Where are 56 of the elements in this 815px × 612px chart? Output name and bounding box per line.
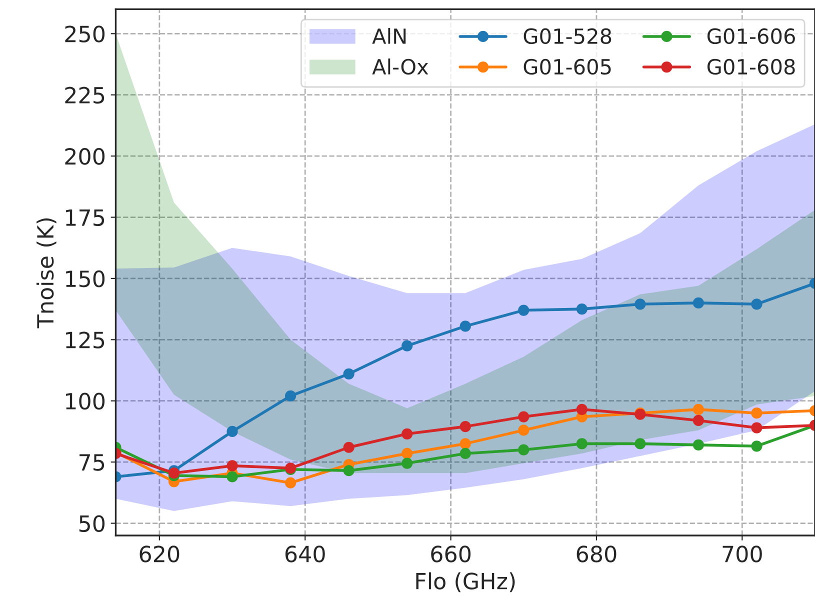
- point: [576, 404, 588, 415]
- point: [460, 448, 471, 460]
- point: [402, 340, 413, 352]
- point: [692, 414, 704, 426]
- point: [343, 442, 354, 453]
- point: [692, 297, 704, 308]
- legend-label: G01-605: [524, 58, 611, 75]
- point: [751, 298, 762, 310]
- point: [518, 411, 530, 422]
- y-tick-label: 50: [79, 515, 105, 532]
- point: [692, 404, 704, 415]
- legend-label: G01-608: [707, 58, 795, 75]
- x-tick-label: 620: [140, 546, 180, 562]
- point: [284, 477, 296, 488]
- x-axis-title: Flo (GHz): [416, 572, 515, 592]
- x-tick-label: 640: [285, 546, 325, 562]
- point: [226, 460, 238, 472]
- x-tick-label: 660: [431, 546, 471, 562]
- point: [226, 471, 238, 482]
- point: [343, 465, 354, 476]
- point: [518, 444, 530, 456]
- x-tick-label: 700: [722, 546, 762, 562]
- point: [402, 448, 413, 460]
- point: [168, 468, 180, 479]
- point: [634, 298, 646, 310]
- point: [692, 439, 704, 450]
- point: [751, 440, 762, 452]
- point: [751, 422, 762, 434]
- legend-label: AlN: [372, 28, 406, 44]
- y-axis-title: Tnoise (K): [36, 218, 56, 328]
- y-tick-label: 225: [65, 86, 104, 104]
- point: [402, 428, 413, 440]
- y-tick-label: 100: [66, 392, 105, 410]
- y-tick-label: 150: [66, 270, 105, 288]
- y-tick-label: 75: [80, 454, 104, 471]
- point: [634, 438, 646, 450]
- legend-label: Al-Ox: [372, 58, 428, 75]
- point: [518, 304, 530, 316]
- legend-label: G01-606: [707, 28, 795, 44]
- y-tick-label: 125: [66, 332, 104, 348]
- point: [576, 438, 588, 450]
- point: [284, 390, 296, 402]
- point: [402, 458, 413, 469]
- legend-label: G01-528: [524, 28, 612, 44]
- y-tick-label: 175: [66, 210, 104, 226]
- x-tick-label: 680: [576, 546, 616, 562]
- point: [226, 426, 238, 438]
- y-tick-label: 250: [65, 26, 105, 42]
- point: [343, 368, 354, 380]
- point: [518, 424, 530, 436]
- point: [460, 438, 471, 450]
- point: [751, 408, 762, 419]
- point: [576, 304, 588, 315]
- point: [460, 320, 471, 332]
- y-tick-label: 200: [65, 148, 105, 165]
- point: [460, 421, 471, 432]
